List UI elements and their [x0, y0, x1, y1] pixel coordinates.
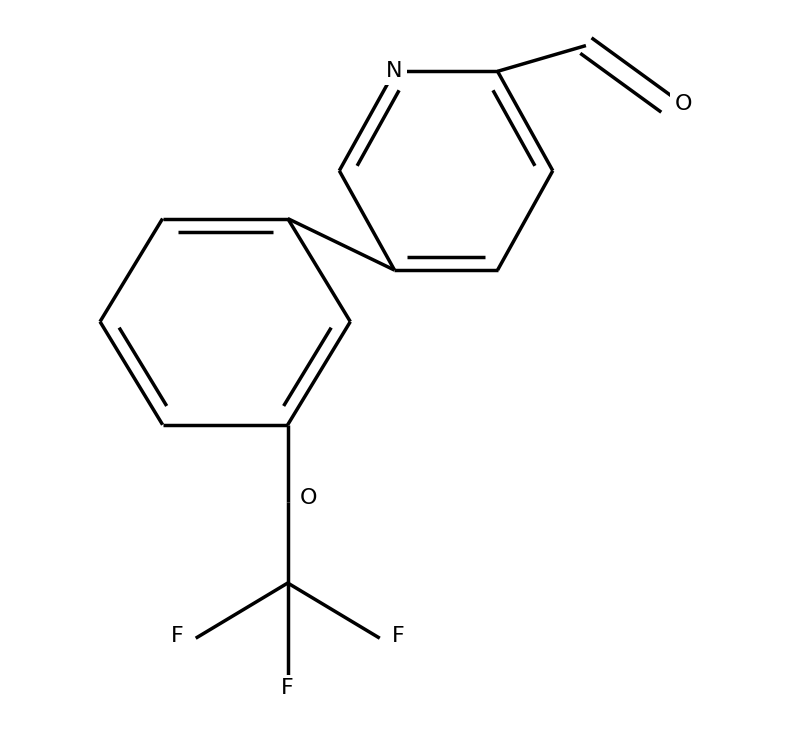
Text: F: F: [171, 626, 184, 646]
Text: F: F: [392, 626, 405, 646]
Text: F: F: [282, 678, 294, 698]
Text: N: N: [387, 61, 402, 81]
Text: O: O: [675, 95, 692, 115]
Text: O: O: [300, 488, 317, 508]
